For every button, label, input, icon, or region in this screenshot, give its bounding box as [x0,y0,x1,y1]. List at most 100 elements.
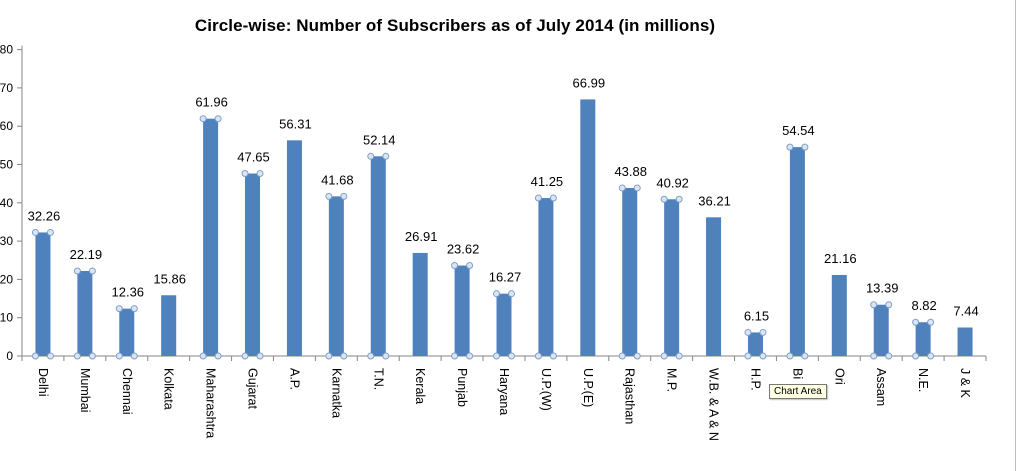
data-label: 13.39 [866,281,899,296]
data-label: 32.26 [28,208,61,223]
selection-handle[interactable] [618,352,626,360]
x-category-label: N.E. [916,368,930,392]
selection-handle[interactable] [466,262,474,270]
selection-handle[interactable] [199,115,207,123]
selection-handle[interactable] [660,195,668,203]
bar[interactable] [119,308,135,356]
x-category-label: M.P. [665,368,679,392]
selection-handle[interactable] [382,152,390,160]
bar[interactable] [622,187,638,356]
selection-handle[interactable] [534,194,542,202]
selection-handle[interactable] [549,352,557,360]
selection-handle[interactable] [660,352,668,360]
y-tick-label: 40 [0,196,13,210]
selection-handle[interactable] [340,192,348,200]
selection-handle[interactable] [744,352,752,360]
selection-handle[interactable] [912,352,920,360]
y-tick-label: 80 [0,43,13,57]
selection-handle[interactable] [885,352,893,360]
selection-handle[interactable] [31,352,39,360]
selection-handle[interactable] [46,228,54,236]
selection-handle[interactable] [633,184,641,192]
selection-handle[interactable] [759,328,767,336]
selection-handle[interactable] [130,305,138,313]
selection-handle[interactable] [786,352,794,360]
bar[interactable] [706,217,722,356]
selection-handle[interactable] [214,115,222,123]
selection-handle[interactable] [801,352,809,360]
selection-handle[interactable] [885,301,893,309]
selection-handle[interactable] [927,352,935,360]
selection-handle[interactable] [675,195,683,203]
selection-handle[interactable] [493,352,500,360]
bar[interactable] [747,332,763,356]
selection-handle[interactable] [801,143,809,151]
selection-handle[interactable] [73,267,81,275]
bar[interactable] [873,304,889,356]
x-category-label: Rajasthan [623,368,637,424]
selection-handle[interactable] [199,352,207,360]
selection-handle[interactable] [241,352,249,360]
selection-handle[interactable] [633,352,641,360]
selection-handle[interactable] [88,352,96,360]
selection-handle[interactable] [675,352,683,360]
selection-handle[interactable] [508,290,515,298]
selection-handle[interactable] [549,194,557,202]
selection-handle[interactable] [451,352,459,360]
selection-handle[interactable] [912,318,920,326]
selection-handle[interactable] [451,262,459,270]
bar[interactable] [664,199,680,356]
data-label: 54.54 [782,123,815,138]
selection-handle[interactable] [744,328,752,336]
selection-handle[interactable] [786,143,794,151]
selection-handle[interactable] [256,170,264,178]
bar[interactable] [412,252,428,356]
selection-handle[interactable] [759,352,767,360]
selection-handle[interactable] [115,352,123,360]
selection-handle[interactable] [214,352,222,360]
bar[interactable] [496,293,512,356]
selection-handle[interactable] [256,352,264,360]
selection-handle[interactable] [534,352,542,360]
selection-handle[interactable] [241,170,249,178]
selection-handle[interactable] [130,352,138,360]
selection-handle[interactable] [382,352,390,360]
bar[interactable] [35,232,51,356]
bar[interactable] [77,271,93,356]
selection-handle[interactable] [88,267,96,275]
bar[interactable] [203,118,219,356]
bar[interactable] [831,274,847,356]
selection-handle[interactable] [466,352,474,360]
selection-handle[interactable] [870,301,878,309]
y-tick-label: 10 [0,311,13,325]
x-category-label: Gujarat [246,368,260,410]
data-label: 16.27 [489,270,522,285]
selection-handle[interactable] [115,305,123,313]
selection-handle[interactable] [367,352,375,360]
selection-handle[interactable] [493,290,500,298]
selection-handle[interactable] [31,228,39,236]
bar[interactable] [915,322,931,356]
selection-handle[interactable] [325,352,333,360]
bar[interactable] [789,147,805,356]
selection-handle[interactable] [325,192,333,200]
selection-handle[interactable] [367,152,375,160]
selection-handle[interactable] [618,184,626,192]
bar[interactable] [286,140,302,356]
selection-handle[interactable] [508,352,515,360]
selection-handle[interactable] [927,318,935,326]
data-label: 66.99 [573,75,606,90]
bar[interactable] [957,327,973,356]
bar[interactable] [245,173,261,356]
bar[interactable] [580,99,596,357]
selection-handle[interactable] [870,352,878,360]
selection-handle[interactable] [73,352,81,360]
bar[interactable] [328,196,344,356]
selection-handle[interactable] [340,352,348,360]
bar[interactable] [370,156,386,356]
bar[interactable] [454,265,470,356]
bar[interactable] [161,295,177,356]
selection-handle[interactable] [46,352,54,360]
bar[interactable] [538,198,554,356]
